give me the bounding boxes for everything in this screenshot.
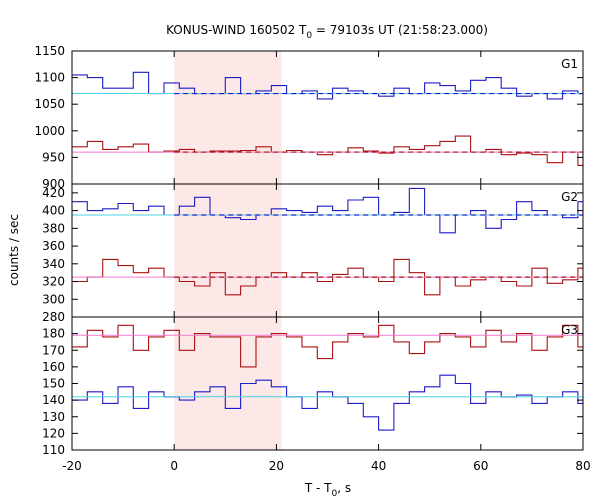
panel-frame-g1 [71, 50, 584, 185]
series-blue-g1 [72, 71, 583, 100]
x-tick-label: 20 [269, 459, 284, 473]
panel-g3: 110 120 130 140 150 160 170 180 G3 [42, 316, 584, 457]
x-tick-label: -20 [62, 459, 82, 473]
x-tick-label: 60 [473, 459, 488, 473]
y-tick-label: 140 [42, 393, 65, 407]
panel-plot-area [72, 71, 583, 166]
y-tick-label: 1150 [34, 44, 65, 58]
y-tick-label: 180 [42, 327, 65, 341]
panel-label-g3: G3 [561, 323, 578, 337]
y-tick-label: 280 [42, 310, 65, 324]
panel-plot-area [72, 324, 583, 431]
y-tick-label: 120 [42, 426, 65, 440]
y-tick-label: 150 [42, 377, 65, 391]
panel-g1: 900 950 1000 1050 1100 1150 G1 [34, 44, 584, 191]
series-blue-g3 [72, 374, 583, 431]
panel-plot-area [72, 187, 583, 296]
y-tick-label: 420 [42, 186, 65, 200]
x-tick-label: 0 [170, 459, 178, 473]
y-tick-label: 110 [42, 443, 65, 457]
y-tick-label: 1100 [34, 71, 65, 85]
series-red-g3 [72, 324, 583, 368]
y-axis-label: counts / sec [7, 214, 21, 286]
y-tick-label: 380 [42, 221, 65, 235]
x-tick-label: 80 [575, 459, 590, 473]
y-tick-label: 900 [42, 177, 65, 191]
y-tick-label: 400 [42, 204, 65, 218]
y-tick-label: 160 [42, 360, 65, 374]
y-tick-label: 1050 [34, 97, 65, 111]
panel-frame-g2 [71, 183, 584, 318]
y-tick-label: 320 [42, 275, 65, 289]
series-blue-g2 [72, 187, 583, 234]
y-tick-label: 360 [42, 239, 65, 253]
y-tick-label: 340 [42, 257, 65, 271]
highlight-region [174, 51, 282, 450]
chart-title: KONUS-WIND 160502 T0 = 79103s UT (21:58:… [166, 23, 488, 41]
y-tick-label: 950 [42, 150, 65, 164]
series-red-g1 [72, 135, 583, 166]
panels-group: 9009501000105011001150G12803003203403603… [34, 44, 590, 473]
x-axis-label: T - T0, s [304, 481, 351, 499]
x-tick-label: 40 [371, 459, 386, 473]
panel-g2: 280 300 320 340 360 380 400 420 G2 [42, 183, 584, 324]
y-tick-label: 130 [42, 410, 65, 424]
panel-label-g1: G1 [561, 57, 578, 71]
y-tick-label: 170 [42, 343, 65, 357]
y-tick-label: 1000 [34, 124, 65, 138]
panel-label-g2: G2 [561, 190, 578, 204]
y-tick-label: 300 [42, 292, 65, 306]
